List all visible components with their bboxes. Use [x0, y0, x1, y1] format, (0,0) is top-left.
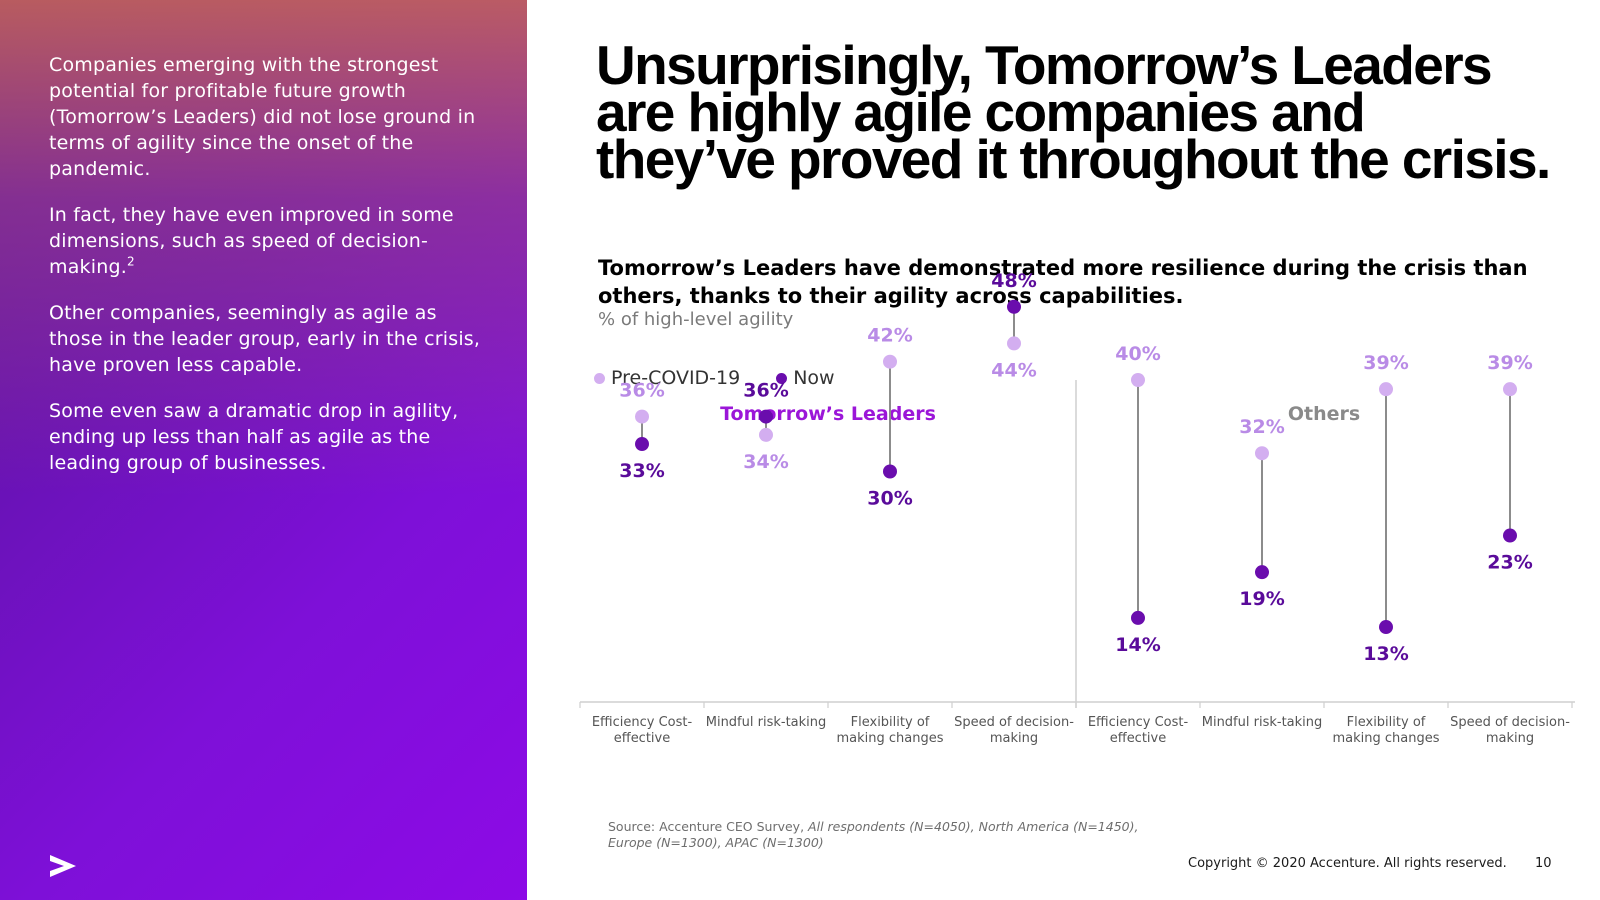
data-label-now: 30%	[867, 488, 912, 510]
x-tick-label: Flexibility of making changes	[1332, 715, 1439, 746]
copyright: Copyright © 2020 Accenture. All rights r…	[1188, 856, 1507, 871]
data-label-now: 48%	[991, 270, 1036, 292]
dot-now	[1007, 299, 1021, 314]
data-label-now: 19%	[1239, 588, 1284, 610]
chart-legend: Pre-COVID-19 Now	[594, 366, 871, 390]
source-note: Source: Accenture CEO Survey, All respon…	[608, 819, 1168, 851]
data-label-pre: 42%	[867, 325, 912, 347]
group-title-leaders: Tomorrow’s Leaders	[720, 403, 936, 425]
left-panel: Companies emerging with the strongest po…	[0, 0, 527, 900]
accenture-logo-icon	[50, 855, 76, 877]
data-label-now: 23%	[1487, 552, 1532, 574]
data-label-pre: 39%	[1363, 352, 1408, 374]
dot-now	[1379, 620, 1393, 635]
paragraph-1: Companies emerging with the strongest po…	[49, 54, 476, 180]
group-title-others: Others	[1288, 403, 1360, 425]
legend-label-pre: Pre-COVID-19	[611, 367, 741, 389]
dot-pre	[1131, 373, 1145, 387]
x-tick-label: Efficiency Cost-effective	[592, 715, 693, 746]
legend-dot-pre-icon	[594, 372, 605, 384]
source-respondents: All respondents (N=4050), North America …	[608, 819, 1139, 850]
data-label-pre: 34%	[743, 451, 788, 473]
unit-label: % of high-level agility	[598, 309, 794, 330]
legend-label-now: Now	[793, 367, 835, 389]
dot-pre	[883, 354, 897, 369]
dot-now	[1131, 610, 1145, 625]
data-label-pre: 44%	[991, 359, 1036, 381]
page-number: 10	[1535, 856, 1552, 871]
dot-now	[883, 464, 897, 479]
x-tick-label: Speed of decision-making	[1450, 715, 1570, 746]
x-tick-label: Efficiency Cost-effective	[1088, 715, 1189, 746]
dot-now	[1255, 565, 1269, 580]
dot-pre	[759, 427, 773, 442]
data-label-pre: 40%	[1115, 343, 1160, 365]
dot-now	[1503, 528, 1517, 543]
paragraph-2: In fact, they have even improved in some…	[49, 202, 489, 280]
data-label-now: 33%	[619, 460, 664, 482]
data-label-pre: 32%	[1239, 416, 1284, 438]
dot-pre	[635, 409, 649, 424]
intro-text: Companies emerging with the strongest po…	[49, 52, 489, 496]
x-tick-label: Mindful risk-taking	[706, 715, 827, 730]
dot-now	[759, 409, 773, 424]
legend-dot-now-icon	[776, 372, 788, 384]
data-label-pre: 39%	[1487, 352, 1532, 374]
data-label-now: 13%	[1363, 643, 1408, 665]
x-tick-label: Speed of decision-making	[954, 715, 1074, 746]
paragraph-3: Other companies, seemingly as agile as t…	[49, 302, 481, 376]
data-label-now: 14%	[1115, 634, 1160, 656]
dot-pre	[1503, 382, 1517, 397]
data-label-now: 36%	[743, 380, 788, 402]
dot-now	[635, 437, 649, 452]
footnote-marker: 2	[126, 254, 135, 269]
dot-pre	[1007, 336, 1021, 351]
x-tick-label: Flexibility of making changes	[836, 715, 943, 746]
dot-pre	[1255, 446, 1269, 461]
legend-item-pre: Pre-COVID-19	[594, 367, 740, 389]
source-label: Source: Accenture CEO Survey,	[608, 819, 805, 834]
chart-subtitle: Tomorrow’s Leaders have demonstrated mor…	[598, 256, 1528, 308]
data-label-pre: 36%	[619, 380, 664, 402]
paragraph-2-text: In fact, they have even improved in some…	[49, 204, 454, 278]
dot-pre	[1379, 382, 1393, 397]
x-tick-label: Mindful risk-taking	[1202, 715, 1323, 730]
legend-item-now: Now	[776, 367, 835, 389]
paragraph-4: Some even saw a dramatic drop in agility…	[49, 400, 459, 474]
page-title: Unsurprisingly, Tomorrow’s Leaders are h…	[596, 34, 1551, 190]
